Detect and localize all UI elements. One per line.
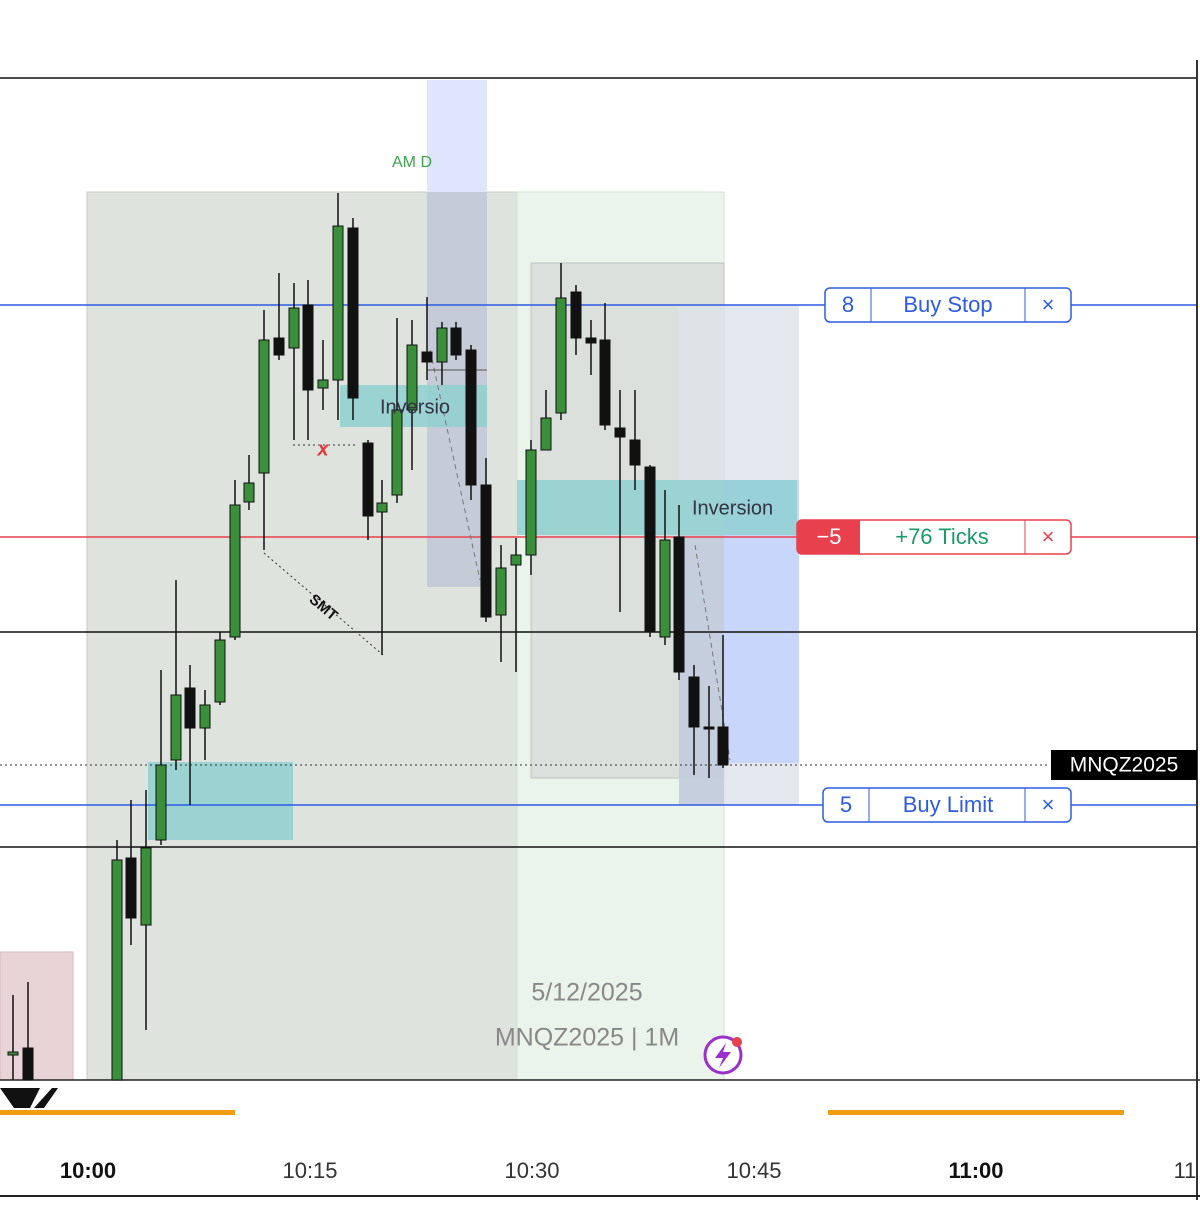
logo (0, 1088, 58, 1108)
candle-body (229, 504, 241, 638)
candle-body (480, 484, 492, 618)
annotation: x (316, 438, 329, 460)
candle-body (140, 847, 152, 926)
candle-body (703, 726, 715, 730)
candle-body (525, 449, 537, 556)
order-box (824, 287, 1072, 323)
time-label: 10:30 (504, 1158, 559, 1183)
candle-body (199, 704, 211, 729)
candle-body (717, 726, 729, 766)
symbol-tag-bg (1051, 750, 1197, 780)
symbol-tag: MNQZ2025 (1070, 754, 1179, 777)
candle-body (391, 409, 403, 496)
time-label: 10:00 (60, 1158, 116, 1183)
drawing (429, 349, 481, 581)
candle-body (184, 687, 196, 729)
order-label: Buy Stop (903, 292, 992, 317)
candle-body (22, 1047, 34, 1081)
order-close[interactable]: × (1042, 292, 1055, 317)
candle-body (170, 694, 182, 761)
time-label: 11:00 (948, 1158, 1003, 1183)
candle-body (614, 427, 626, 438)
candle-body (362, 442, 374, 517)
time-label: 10:15 (282, 1158, 337, 1183)
annotation: AM D (392, 154, 432, 171)
candle-body (540, 417, 552, 451)
candle-body (302, 304, 314, 391)
time-axis: 10:00 10:15 10:30 10:45 11:00 11 (60, 1158, 1197, 1183)
order-close[interactable]: × (1042, 792, 1055, 817)
time-label: 11 (1174, 1158, 1197, 1183)
candle-body (585, 337, 597, 344)
candle-body (258, 339, 270, 474)
alert-dot (732, 1037, 742, 1047)
time-label: 10:45 (726, 1158, 781, 1183)
candle-body (317, 379, 329, 389)
candle-body (555, 297, 567, 414)
session-bar (0, 1110, 235, 1115)
candle-body (570, 291, 582, 339)
order-label: Buy Limit (903, 792, 993, 817)
candle-body (155, 764, 167, 841)
position[interactable]: −5 +76 Ticks × (796, 519, 1072, 555)
fvg (517, 480, 797, 535)
drawing (694, 544, 731, 761)
candle-body (673, 536, 685, 673)
smt-line (263, 552, 384, 656)
order-buy-stop[interactable]: 8 Buy Stop × (824, 287, 1072, 323)
position-close[interactable]: × (1042, 524, 1055, 549)
candle-body (288, 307, 300, 349)
order-qty: 8 (842, 292, 854, 317)
position-pnl: +76 Ticks (895, 524, 989, 549)
alert-bolt (715, 1043, 731, 1068)
zone (0, 951, 74, 1081)
watermark-symbol: MNQZ2025 | 1M (495, 1024, 679, 1052)
zone (679, 535, 724, 805)
candle-body (450, 327, 462, 356)
fvg (148, 762, 293, 840)
watermark-date: 5/12/2025 (531, 979, 642, 1007)
candle-body (436, 327, 448, 363)
order-box (822, 787, 1072, 823)
order-buy-limit[interactable]: 5 Buy Limit × (822, 787, 1072, 823)
candles (7, 193, 729, 1081)
order-qty: 5 (840, 792, 852, 817)
candle-body (495, 567, 507, 616)
session-bar (828, 1110, 1124, 1115)
candle-body (214, 639, 226, 703)
candle-body (421, 351, 433, 363)
candle-body (111, 859, 123, 1081)
candle-body (465, 349, 477, 486)
candle-body (243, 482, 255, 503)
candle-body (644, 466, 656, 633)
candle-body (125, 857, 137, 919)
annotation: Inversion (692, 497, 773, 519)
candle-body (347, 227, 359, 399)
candle-body (332, 225, 344, 381)
candle-body (7, 1051, 19, 1056)
candle-body (688, 676, 700, 728)
candle-body (599, 339, 611, 426)
annotation: Inversio (380, 396, 450, 418)
candle-body (659, 539, 671, 638)
qty-bg (797, 520, 860, 554)
position-qty: −5 (816, 524, 841, 549)
candle-body (629, 439, 641, 466)
candle-body (376, 502, 388, 513)
candle-body (510, 554, 522, 566)
candle-body (273, 337, 285, 356)
candle-body (406, 344, 418, 411)
zone (427, 80, 487, 192)
